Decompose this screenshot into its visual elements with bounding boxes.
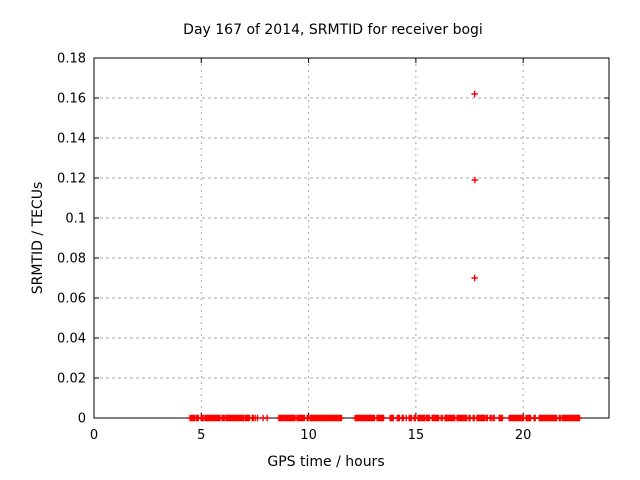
x-tick-label: 15 [408, 428, 425, 443]
y-tick-label: 0.12 [57, 172, 86, 187]
tick-labels: 0 5 10 15 20 0 0.02 0.04 0.06 0.08 0.1 0.12 0.14 0.16… [57, 52, 531, 444]
plot-frame [93, 57, 610, 419]
plus-marker [471, 176, 479, 184]
chart-title: Day 167 of 2014, SRMTID for receiver bog… [183, 22, 483, 38]
y-tick-label: 0.08 [57, 252, 86, 267]
plus-marker [254, 414, 261, 422]
plus-marker [576, 414, 583, 422]
x-axis-label: GPS time / hours [267, 454, 384, 470]
plus-marker [471, 90, 478, 98]
x-tick-label: 10 [300, 428, 317, 443]
plus-marker [499, 414, 506, 422]
y-tick-label: 0.14 [57, 132, 86, 147]
data-markers [186, 90, 583, 422]
plus-marker [338, 414, 345, 422]
y-tick-label: 0.1 [65, 212, 86, 227]
y-axis-label: SRMTID / TECUs [30, 182, 46, 295]
y-tick-label: 0.16 [57, 92, 86, 107]
y-tick-label: 0.18 [57, 52, 86, 67]
plus-marker [471, 274, 478, 282]
plus-marker [263, 414, 271, 422]
y-tick-label: 0.04 [57, 332, 86, 347]
x-tick-label: 20 [515, 428, 532, 443]
y-tick-label: 0 [78, 412, 86, 427]
tick-marks [93, 57, 609, 419]
gridlines [94, 58, 609, 418]
y-tick-label: 0.02 [57, 372, 86, 387]
x-tick-label: 0 [90, 428, 98, 443]
y-tick-label: 0.06 [57, 292, 86, 307]
x-tick-label: 5 [197, 428, 205, 443]
plus-marker [380, 414, 387, 422]
